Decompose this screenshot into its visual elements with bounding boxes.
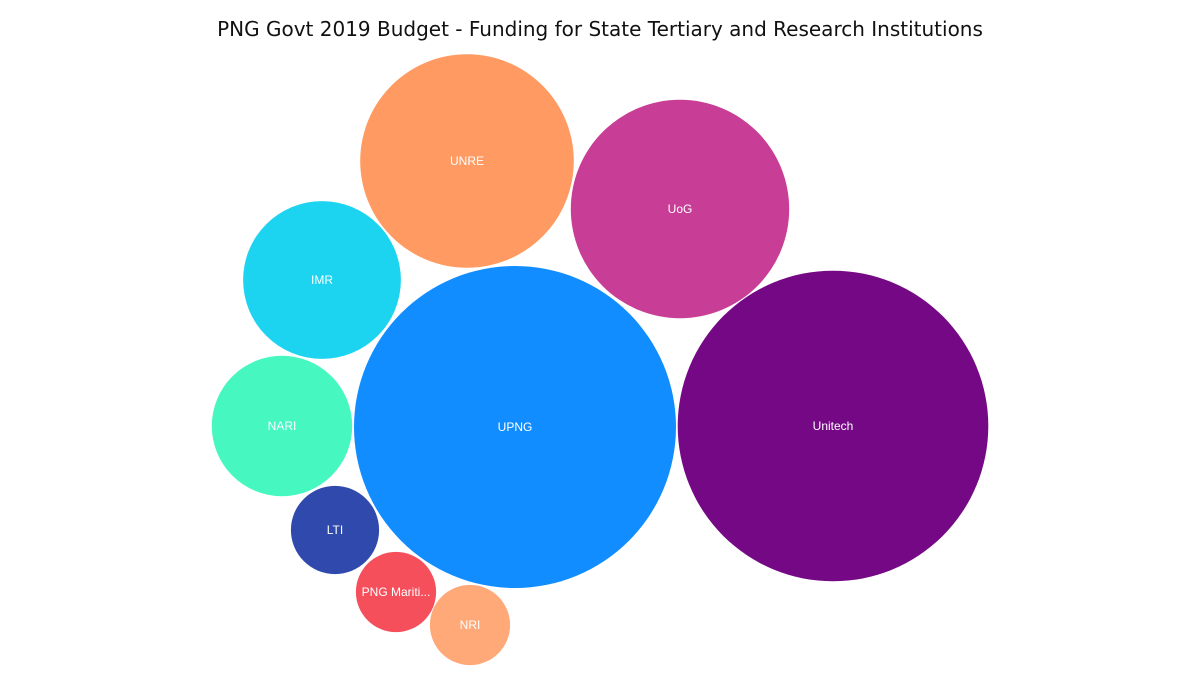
bubble-imr[interactable]: IMR xyxy=(243,201,401,359)
bubble-circle-upng[interactable] xyxy=(354,266,676,588)
bubble-label-imr: IMR xyxy=(311,273,333,287)
bubble-label-upng: UPNG xyxy=(498,420,533,434)
bubble-circle-uog[interactable] xyxy=(570,99,790,319)
bubble-circle-imr[interactable] xyxy=(243,201,401,359)
bubble-circle-nri[interactable] xyxy=(429,584,511,666)
bubble-circle-unitech[interactable] xyxy=(677,270,989,582)
bubble-unre[interactable]: UNRE xyxy=(360,54,574,268)
bubble-label-nari: NARI xyxy=(268,419,297,433)
bubble-circle-lti[interactable] xyxy=(290,485,380,575)
bubble-upng[interactable]: UPNG xyxy=(354,266,676,588)
bubble-label-lti: LTI xyxy=(327,523,343,537)
bubble-nri[interactable]: NRI xyxy=(429,584,511,666)
bubble-png-mariti[interactable]: PNG Mariti... xyxy=(355,551,437,633)
bubble-circle-png-mariti[interactable] xyxy=(355,551,437,633)
bubble-label-unitech: Unitech xyxy=(813,419,854,433)
bubble-nari[interactable]: NARI xyxy=(211,355,353,497)
bubble-circle-unre[interactable] xyxy=(360,54,574,268)
bubble-uog[interactable]: UoG xyxy=(570,99,790,319)
bubble-unitech[interactable]: Unitech xyxy=(677,270,989,582)
bubble-circle-nari[interactable] xyxy=(211,355,353,497)
bubble-lti[interactable]: LTI xyxy=(290,485,380,575)
bubble-label-png-mariti: PNG Mariti... xyxy=(362,585,431,599)
bubble-label-uog: UoG xyxy=(668,202,693,216)
chart-title: PNG Govt 2019 Budget - Funding for State… xyxy=(217,17,983,41)
bubble-label-unre: UNRE xyxy=(450,154,484,168)
bubble-label-nri: NRI xyxy=(460,618,481,632)
